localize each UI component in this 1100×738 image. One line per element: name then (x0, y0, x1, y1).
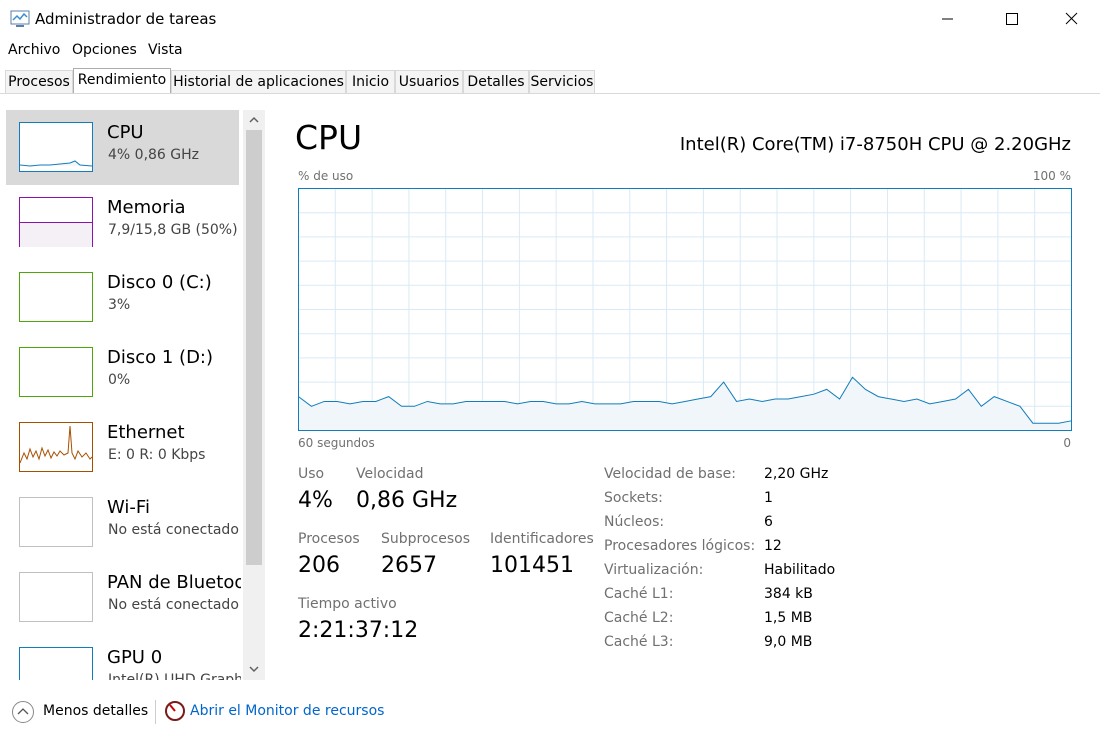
processor-name: Intel(R) Core(TM) i7-8750H CPU @ 2.20GHz (679, 134, 1071, 155)
sidebar-item[interactable]: Wi-Fi No está conectado (6, 485, 239, 560)
item-detail: 7,9/15,8 GB (50%) (108, 222, 238, 238)
stat-label: Tiempo activo (298, 596, 397, 612)
app-icon (10, 10, 30, 27)
mini-graph (19, 197, 93, 247)
stat-value: 4% (298, 488, 333, 513)
spec-label: Sockets: (604, 490, 663, 506)
spec-label: Caché L1: (604, 586, 674, 602)
item-name: CPU (107, 122, 144, 143)
graph-y-label: % de uso (298, 169, 354, 183)
item-detail: 3% (108, 297, 131, 313)
tab[interactable]: Historial de aplicaciones (171, 70, 346, 93)
tab-border (0, 93, 1100, 94)
main-title: CPU (295, 118, 363, 157)
item-detail: 4% 0,86 GHz (108, 147, 200, 163)
sidebar-item[interactable]: Disco 0 (C:) 3% (6, 260, 239, 335)
spec-label: Velocidad de base: (604, 466, 736, 482)
graph-border (298, 188, 1072, 431)
mini-graph (19, 272, 93, 322)
less-details[interactable]: Menos detalles (43, 703, 149, 719)
tab[interactable]: Procesos (5, 70, 73, 93)
stat-value: 206 (298, 553, 340, 578)
scroll-up[interactable] (248, 115, 260, 125)
tab[interactable]: Servicios (529, 70, 595, 93)
stat-value: 0,86 GHz (356, 488, 458, 513)
scroll-thumb[interactable] (246, 130, 262, 565)
mini-graph (19, 647, 93, 680)
item-detail: No está conectado (108, 522, 239, 538)
mini-line (19, 425, 93, 464)
spec-label: Procesadores lógicos: (604, 538, 756, 554)
resource-monitor-icon[interactable] (164, 700, 186, 722)
spec-label: Núcleos: (604, 514, 665, 530)
stat-label: Procesos (298, 531, 360, 547)
usage-line (298, 376, 1072, 424)
tab[interactable]: Rendimiento (73, 68, 171, 94)
mini-graph (19, 497, 93, 547)
mini-graph (19, 122, 93, 172)
spec-label: Caché L3: (604, 634, 674, 650)
spec-value: 384 kB (764, 586, 813, 602)
less-details-icon[interactable] (11, 700, 35, 724)
tab[interactable]: Inicio (346, 70, 395, 93)
stat-value: 2657 (381, 553, 437, 578)
graph-x-right: 0 (1063, 436, 1071, 450)
item-detail: 0% (108, 372, 131, 388)
sidebar-item[interactable]: PAN de Bluetooth No está conectado (6, 560, 241, 635)
graph-y-max: 100 % (1032, 169, 1071, 183)
item-name: Wi-Fi (107, 497, 150, 518)
spec-label: Virtualización: (604, 562, 704, 578)
spec-value: 6 (764, 514, 773, 530)
menu-item[interactable]: Archivo (8, 42, 61, 58)
item-name: Memoria (107, 197, 186, 218)
item-detail: Intel(R) UHD Graphics (108, 672, 241, 680)
item-name: GPU 0 (107, 647, 163, 668)
mini-graph (19, 422, 93, 472)
stat-label: Velocidad (356, 466, 424, 482)
window-title: Administrador de tareas (35, 10, 217, 28)
spec-value: 1 (764, 490, 773, 506)
window-controls[interactable] (920, 0, 1100, 38)
spec-value: 1,5 MB (764, 610, 813, 626)
sidebar-item[interactable]: Ethernet E: 0 R: 0 Kbps (6, 410, 239, 485)
sidebar-item[interactable]: Memoria 7,9/15,8 GB (50%) (6, 185, 239, 260)
sidebar: CPU 4% 0,86 GHz Memoria 7,9/15,8 GB (50%) Di… (0, 108, 241, 680)
stat-value: 101451 (490, 553, 574, 578)
resource-monitor-link[interactable]: Abrir el Monitor de recursos (190, 703, 385, 719)
graph-x-left: 60 segundos (298, 436, 375, 450)
mini-graph (19, 572, 93, 622)
sidebar-item[interactable]: GPU 0 Intel(R) UHD Graphics (6, 635, 241, 680)
spec-value: 9,0 MB (764, 634, 813, 650)
spec-value: 12 (764, 538, 782, 554)
scrollbar[interactable] (243, 110, 265, 680)
footer-separator (155, 700, 156, 724)
tab[interactable]: Detalles (463, 70, 529, 93)
sidebar-item[interactable]: Disco 1 (D:) 0% (6, 335, 239, 410)
stat-label: Uso (298, 466, 325, 482)
mini-graph (19, 347, 93, 397)
tab[interactable]: Usuarios (395, 70, 463, 93)
mini-fill (20, 222, 92, 247)
menu-item[interactable]: Opciones (72, 42, 137, 58)
mini-line (19, 160, 93, 167)
stat-value: 2:21:37:12 (298, 618, 419, 643)
spec-label: Caché L2: (604, 610, 674, 626)
item-name: Disco 0 (C:) (107, 272, 212, 293)
item-name: Ethernet (107, 422, 185, 443)
sidebar-item[interactable]: CPU 4% 0,86 GHz (6, 110, 239, 185)
scroll-down[interactable] (248, 664, 260, 674)
menu-item[interactable]: Vista (148, 42, 183, 58)
usage-area (298, 377, 1072, 431)
item-detail: No está conectado (108, 597, 239, 613)
item-name: PAN de Bluetooth (107, 572, 241, 593)
item-detail: E: 0 R: 0 Kbps (108, 447, 206, 463)
stat-label: Subprocesos (381, 531, 471, 547)
stat-label: Identificadores (490, 531, 594, 547)
spec-value: 2,20 GHz (764, 466, 829, 482)
spec-value: Habilitado (764, 562, 836, 578)
item-name: Disco 1 (D:) (107, 347, 214, 368)
